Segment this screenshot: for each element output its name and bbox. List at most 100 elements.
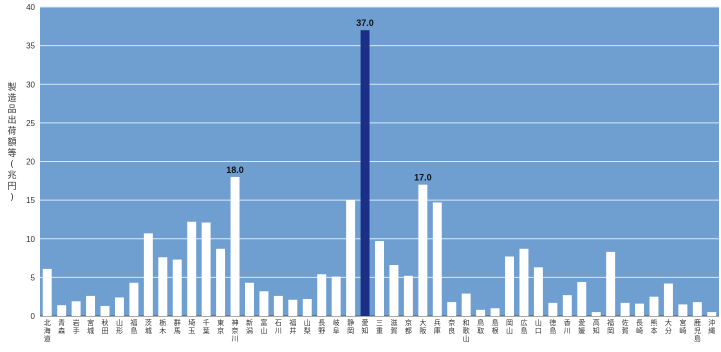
y-tick-label: 35	[26, 42, 35, 51]
bar	[418, 184, 428, 316]
x-tick-label: 岡山	[506, 319, 513, 335]
bar	[432, 202, 442, 316]
data-label: 18.0	[226, 165, 244, 175]
bar	[201, 222, 211, 316]
bar	[548, 302, 558, 316]
bar	[42, 268, 52, 316]
x-tick-label: 大分	[665, 318, 672, 335]
bar	[346, 200, 356, 316]
data-label: 17.0	[414, 173, 432, 183]
y-tick-label: 5	[31, 273, 36, 282]
bar	[620, 302, 630, 316]
x-tick-label: 新潟	[246, 318, 253, 335]
bar	[461, 293, 471, 316]
y-tick-label: 25	[26, 119, 35, 128]
x-tick-label: 埼玉	[188, 318, 195, 335]
x-tick-label: 静岡	[347, 318, 354, 335]
x-tick-label: 富山	[260, 318, 267, 335]
bar	[317, 274, 327, 316]
x-tick-label: 北海道	[44, 319, 51, 343]
bar	[259, 291, 269, 316]
bar	[577, 282, 587, 316]
bars	[42, 30, 717, 317]
bar	[158, 257, 168, 316]
bar	[172, 259, 182, 316]
x-tick-label: 青森	[58, 318, 65, 335]
bar	[649, 296, 659, 316]
bar	[476, 309, 486, 316]
x-tick-label: 群馬	[174, 318, 181, 335]
x-tick-label: 宮城	[87, 318, 94, 335]
x-tick-label: 滋賀	[390, 318, 397, 335]
x-tick-label: 三重	[376, 319, 383, 335]
x-tick-label: 福井	[289, 318, 296, 335]
bar	[143, 233, 153, 316]
bar	[129, 282, 139, 316]
bar	[230, 176, 240, 316]
x-tick-label: 長崎	[636, 319, 643, 335]
x-tick-label: 宮崎	[679, 318, 686, 335]
bar	[533, 267, 543, 316]
y-tick-label: 40	[26, 3, 35, 12]
y-axis-title: 製造品出荷額等(兆円)	[7, 81, 16, 203]
bar	[187, 221, 197, 316]
x-tick-label: 茨城	[145, 318, 152, 335]
x-tick-label: 香川	[564, 318, 571, 335]
x-tick-label: 熊本	[650, 318, 657, 335]
bar	[302, 299, 312, 316]
bar	[562, 295, 572, 316]
y-tick-label: 20	[26, 158, 35, 167]
bar	[692, 302, 702, 316]
x-tick-label: 長野	[318, 319, 325, 335]
bar	[273, 295, 283, 316]
x-tick-label: 神奈川	[232, 318, 239, 343]
x-tick-label: 兵庫	[434, 318, 441, 335]
x-tick-label: 高知	[593, 318, 600, 335]
x-tick-label: 岐阜	[333, 318, 340, 335]
bar	[606, 251, 616, 316]
x-tick-label: 大阪	[419, 318, 426, 335]
bar	[403, 275, 413, 316]
x-tick-label: 徳島	[549, 318, 556, 335]
x-tick-label: 岩手	[73, 318, 80, 335]
x-tick-label: 愛媛	[578, 318, 585, 335]
data-label: 37.0	[356, 18, 374, 28]
bar	[635, 303, 645, 316]
bar	[707, 312, 717, 316]
x-tick-label: 山口	[535, 318, 542, 335]
bar	[57, 305, 67, 316]
bar	[100, 305, 110, 316]
x-tick-label: 東京	[217, 318, 224, 335]
bar	[288, 299, 298, 316]
x-tick-label: 栃木	[159, 318, 166, 335]
bar	[663, 283, 673, 316]
x-tick-label: 鳥取	[477, 318, 484, 335]
bar	[71, 301, 81, 316]
y-tick-label: 0	[31, 312, 36, 321]
y-tick-label: 30	[26, 80, 35, 89]
x-tick-label: 石川	[275, 319, 282, 335]
x-tick-label: 山梨	[304, 318, 311, 335]
y-tick-label: 15	[26, 196, 35, 205]
y-axis-ticks: 0 5 10 15 20 25 30 35 40	[26, 3, 35, 321]
x-tick-label: 鹿児島	[694, 318, 701, 343]
x-tick-label: 沖縄	[708, 318, 715, 335]
x-tick-label: 秋田	[102, 318, 109, 335]
bar	[490, 308, 500, 316]
data-labels: 18.0 37.0 17.0	[226, 18, 431, 183]
bar	[375, 241, 384, 316]
x-tick-label: 千葉	[203, 318, 210, 335]
y-axis-label: 製造品出荷額等(兆円)	[7, 81, 16, 203]
x-tick-label: 奈良	[448, 318, 455, 335]
x-tick-label: 和歌山	[463, 318, 470, 343]
x-tick-label: 広島	[520, 318, 527, 335]
x-tick-label: 山形	[116, 318, 123, 335]
bar	[505, 256, 514, 316]
y-tick-label: 10	[26, 235, 35, 244]
bar	[678, 304, 688, 316]
x-tick-label: 京都	[405, 318, 412, 335]
bar	[114, 297, 124, 316]
x-tick-label: 愛知	[362, 318, 369, 335]
